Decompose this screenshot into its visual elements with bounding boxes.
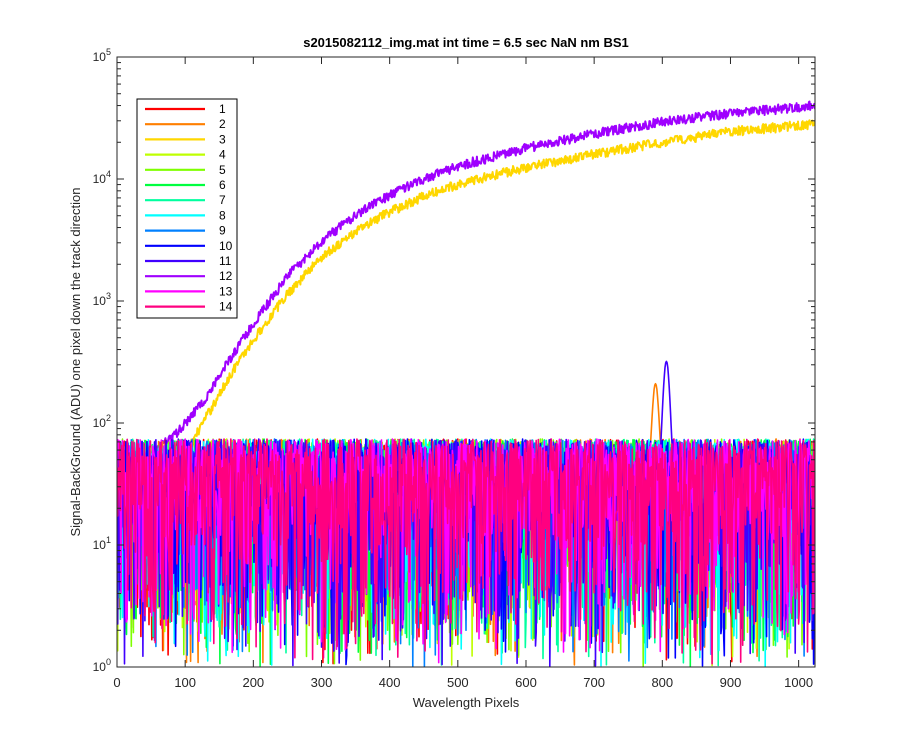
x-tick-label: 1000 [784, 675, 813, 690]
legend-label-6: 6 [219, 178, 226, 192]
y-tick-label: 103 [93, 291, 111, 308]
x-tick-label: 900 [720, 675, 742, 690]
legend-label-7: 7 [219, 193, 226, 207]
x-tick-label: 600 [515, 675, 537, 690]
legend-label-11: 11 [219, 254, 232, 268]
x-tick-label: 300 [311, 675, 333, 690]
y-tick-label: 102 [93, 413, 111, 430]
x-tick-label: 800 [651, 675, 673, 690]
x-tick-label: 0 [113, 675, 120, 690]
x-tick-label: 100 [174, 675, 196, 690]
legend-label-5: 5 [219, 163, 226, 177]
y-tick-label: 100 [93, 657, 111, 674]
legend-label-1: 1 [219, 102, 226, 116]
x-tick-label: 700 [583, 675, 605, 690]
legend-label-2: 2 [219, 117, 226, 131]
series-layer [117, 100, 815, 667]
series-line-14 [117, 438, 815, 665]
legend-label-10: 10 [219, 239, 233, 253]
y-tick-label: 101 [93, 535, 111, 552]
x-tick-label: 400 [379, 675, 401, 690]
x-axis-ticks: 0 100 200 300 400 500 600 700 800 900 1000 [113, 57, 813, 690]
plot-frame [116, 56, 816, 668]
legend-label-9: 9 [219, 224, 226, 238]
y-axis-label: Signal-BackGround (ADU) one pixel down t… [68, 187, 83, 536]
legend-label-12: 12 [219, 269, 233, 283]
legend-label-4: 4 [219, 148, 226, 162]
series-line-12 [153, 100, 815, 455]
legend-label-14: 14 [219, 300, 233, 314]
y-tick-label: 105 [93, 47, 111, 64]
x-axis-label: Wavelength Pixels [413, 695, 520, 710]
x-tick-label: 500 [447, 675, 469, 690]
legend-label-8: 8 [219, 208, 226, 222]
y-tick-label: 104 [93, 169, 111, 186]
legend-box [136, 98, 238, 319]
legend-label-3: 3 [219, 132, 226, 146]
chart-title: s2015082112_img.mat int time = 6.5 sec N… [303, 35, 629, 50]
series-line-3 [184, 119, 815, 454]
legend-label-13: 13 [219, 284, 233, 298]
x-tick-label: 200 [242, 675, 264, 690]
